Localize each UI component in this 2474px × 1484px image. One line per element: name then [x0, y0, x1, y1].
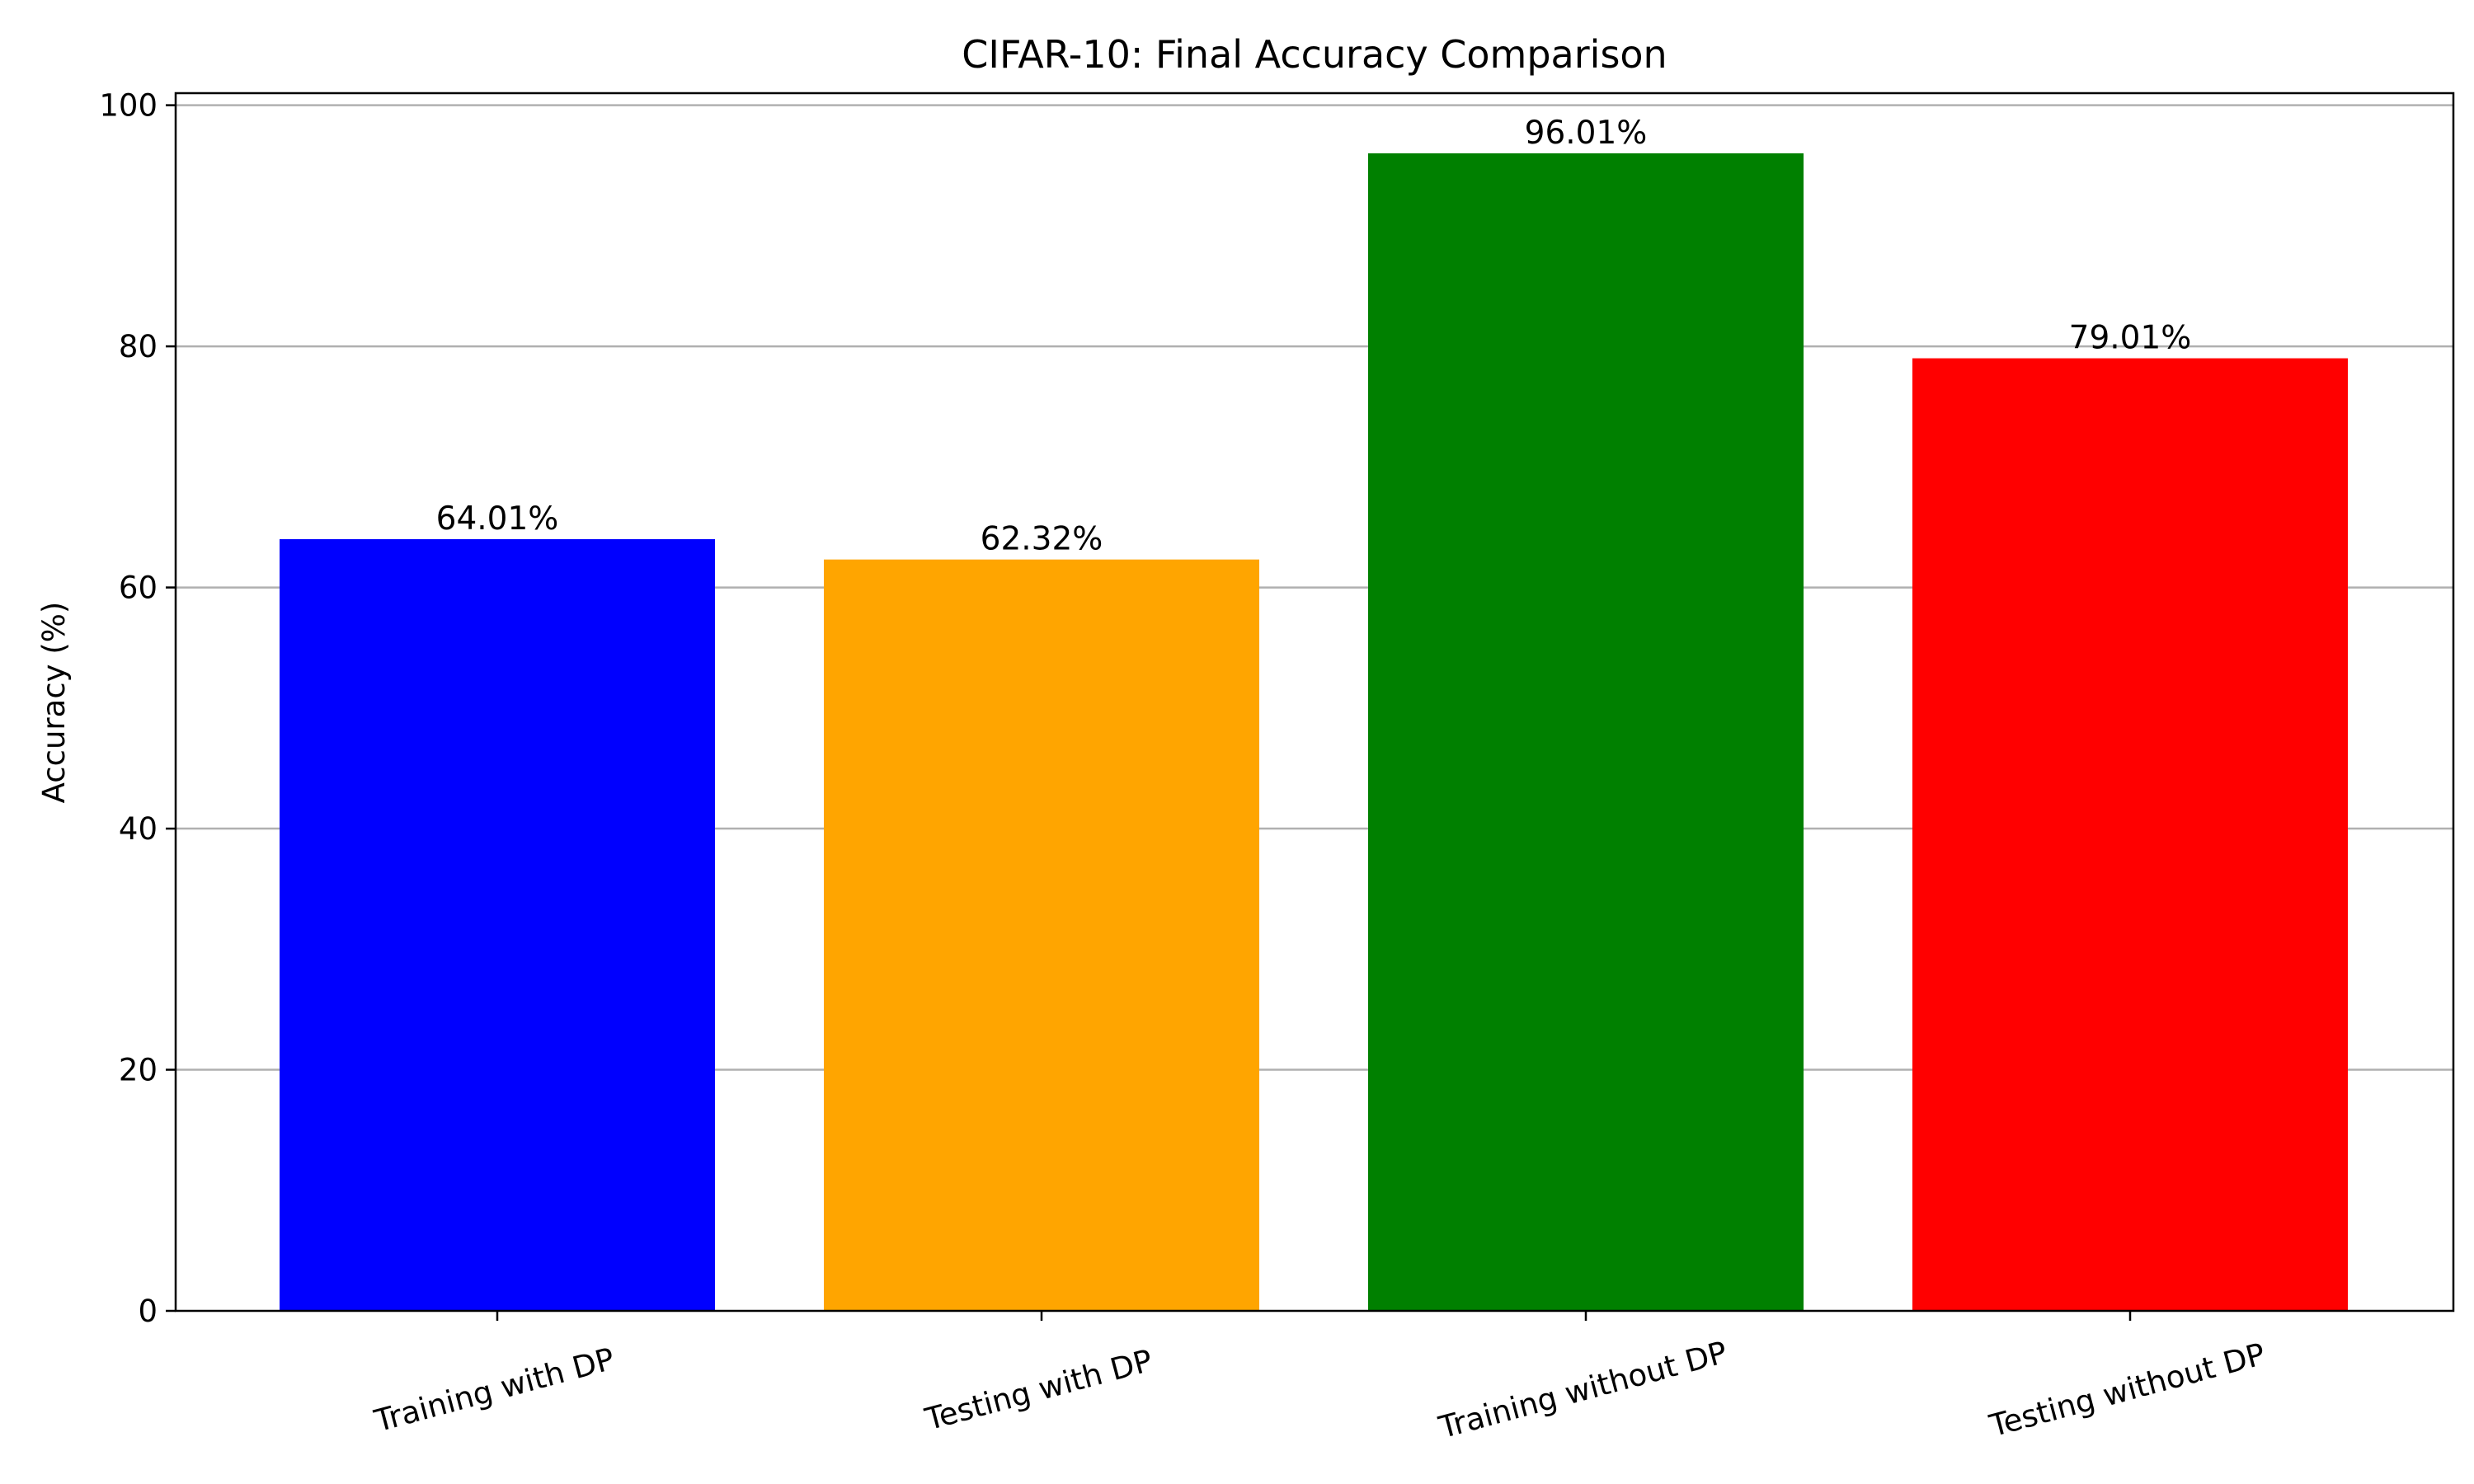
y-tick-label: 100	[99, 88, 158, 124]
bar	[280, 538, 715, 1311]
bars	[280, 153, 2348, 1312]
bar	[1912, 358, 2348, 1311]
y-tick-label: 20	[119, 1053, 158, 1088]
x-tick-label: Testing without DP	[1985, 1336, 2269, 1444]
x-tick-label: Training without DP	[1435, 1335, 1731, 1446]
y-axis-label: Accuracy (%)	[36, 602, 72, 804]
bar	[824, 559, 1259, 1311]
plot-frame	[174, 92, 2455, 1313]
bar-value-label: 79.01%	[2069, 320, 2192, 357]
x-tick-label: Testing with DP	[921, 1343, 1156, 1438]
bar	[1368, 153, 1804, 1312]
x-axis-ticks: Training with DP Testing with DP Training …	[370, 1311, 2269, 1445]
y-axis-ticks: 0 20 40 60 80 100	[99, 88, 176, 1329]
chart-title: CIFAR-10: Final Accuracy Comparison	[962, 32, 1667, 77]
bar-value-label: 96.01%	[1525, 115, 1648, 152]
y-tick-label: 40	[119, 811, 158, 847]
bar-value-label: 64.01%	[436, 500, 559, 538]
data-labels: 64.01% 62.32% 96.01% 79.01%	[436, 115, 2192, 558]
x-tick-label: Training with DP	[370, 1341, 618, 1439]
y-tick-label: 60	[119, 571, 158, 606]
y-tick-label: 0	[138, 1294, 158, 1329]
bar-value-label: 62.32%	[981, 521, 1103, 558]
y-tick-label: 80	[119, 329, 158, 364]
